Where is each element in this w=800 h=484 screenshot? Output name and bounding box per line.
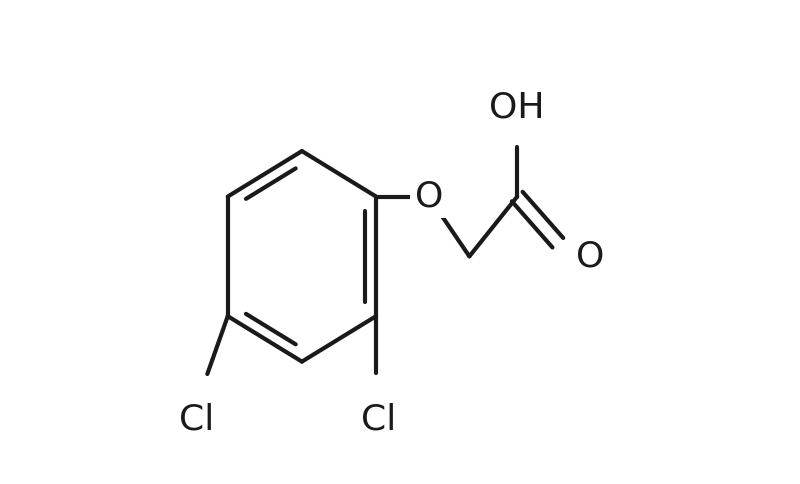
Text: OH: OH xyxy=(490,91,545,125)
Text: Cl: Cl xyxy=(361,402,396,436)
Text: Cl: Cl xyxy=(179,402,214,436)
Text: O: O xyxy=(575,240,604,273)
Text: O: O xyxy=(414,180,443,213)
